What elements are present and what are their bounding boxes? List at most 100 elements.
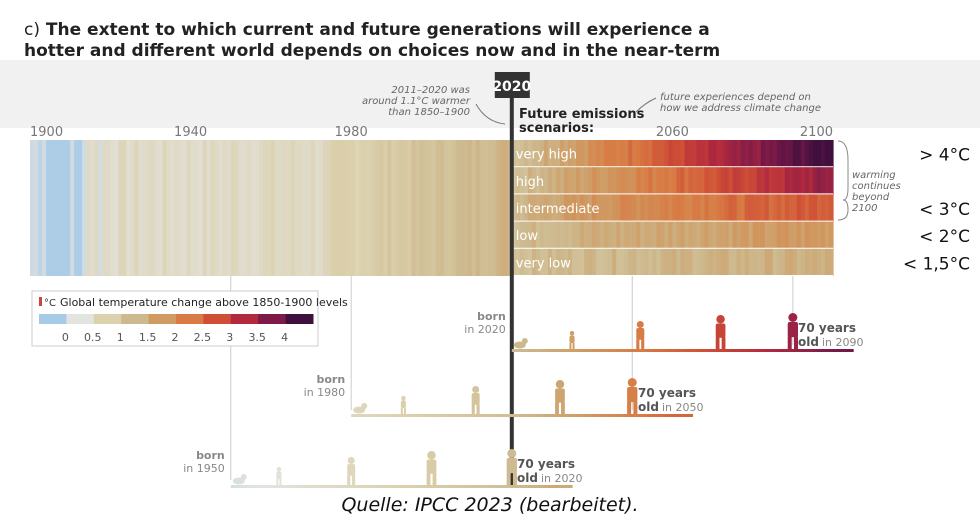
legend-title: Global temperature change above 1850-190… bbox=[60, 296, 348, 309]
year-stripe bbox=[419, 140, 425, 276]
past-note-arrow bbox=[475, 103, 506, 125]
year-stripe bbox=[720, 140, 726, 168]
year-stripe bbox=[584, 221, 589, 249]
year-stripe bbox=[816, 194, 822, 222]
year-stripe bbox=[780, 221, 786, 249]
year-stripe bbox=[519, 167, 525, 195]
timeline-segment bbox=[824, 349, 830, 352]
year-stripe bbox=[664, 167, 669, 195]
year-stripe bbox=[262, 140, 268, 276]
legend-swatch bbox=[176, 314, 204, 324]
old-year: in 2050 bbox=[662, 401, 704, 414]
timeline-segment bbox=[756, 349, 762, 352]
year-stripe bbox=[146, 140, 152, 276]
future-header-line: Future emissions bbox=[519, 107, 645, 122]
year-stripe bbox=[491, 140, 497, 276]
year-stripe bbox=[772, 167, 778, 195]
timeline-segment bbox=[837, 349, 842, 352]
year-stripe bbox=[94, 140, 99, 276]
year-stripe bbox=[186, 140, 192, 276]
year-stripe bbox=[363, 140, 368, 276]
person-head bbox=[276, 467, 282, 472]
year-stripe bbox=[784, 248, 790, 276]
year-stripe bbox=[768, 194, 774, 222]
year-stripe bbox=[588, 248, 593, 276]
year-stripe bbox=[700, 248, 706, 276]
year-stripe bbox=[768, 140, 774, 168]
timeline-segment bbox=[644, 414, 649, 417]
timeline-segment bbox=[624, 349, 629, 352]
person-torso bbox=[636, 328, 645, 340]
year-stripe bbox=[323, 140, 328, 276]
timeline-segment bbox=[640, 349, 645, 352]
year-stripe bbox=[816, 248, 822, 276]
timeline-segment bbox=[511, 414, 517, 417]
year-stripe bbox=[788, 167, 794, 195]
year-stripe bbox=[351, 140, 356, 276]
legend-unit: °C bbox=[44, 298, 56, 309]
timeline-segment bbox=[632, 414, 637, 417]
year-stripe bbox=[812, 140, 818, 168]
year-stripe bbox=[800, 248, 806, 276]
year-stripe bbox=[166, 140, 172, 276]
timeline-segment bbox=[391, 485, 396, 488]
x-tick-label: 2100 bbox=[800, 125, 833, 140]
year-stripe bbox=[784, 140, 790, 168]
year-stripe bbox=[644, 194, 649, 222]
year-stripe bbox=[792, 167, 798, 195]
year-stripe bbox=[576, 248, 581, 276]
year-stripe bbox=[519, 194, 525, 222]
year-stripe bbox=[551, 221, 557, 249]
timeline-segment bbox=[539, 485, 545, 488]
year-stripe bbox=[708, 140, 714, 168]
timeline-segment bbox=[608, 349, 613, 352]
timeline-segment bbox=[431, 414, 437, 417]
year-stripe bbox=[708, 221, 714, 249]
year-stripe bbox=[407, 140, 413, 276]
scenario-outcome: < 3°C bbox=[919, 200, 970, 220]
year-stripe bbox=[644, 221, 649, 249]
timeline-segment bbox=[387, 414, 392, 417]
year-stripe bbox=[660, 194, 665, 222]
past-note-line: around 1.1°C warmer bbox=[362, 96, 471, 107]
person-head bbox=[569, 331, 575, 336]
timeline-segment bbox=[262, 485, 268, 488]
future-note-line: future experiences depend on bbox=[660, 92, 811, 103]
person-head bbox=[627, 378, 637, 387]
year-stripe bbox=[828, 194, 834, 222]
person-figure bbox=[715, 315, 726, 349]
year-stripe bbox=[194, 140, 200, 276]
year-stripe bbox=[580, 221, 585, 249]
timeline-segment bbox=[764, 349, 770, 352]
year-stripe bbox=[664, 194, 669, 222]
year-stripe bbox=[399, 140, 404, 276]
year-stripe bbox=[555, 221, 561, 249]
year-stripe bbox=[684, 221, 690, 249]
year-stripe bbox=[728, 167, 734, 195]
year-stripe bbox=[327, 140, 332, 276]
timeline-segment bbox=[568, 349, 573, 352]
year-stripe bbox=[158, 140, 164, 276]
person-leg bbox=[569, 342, 572, 349]
year-stripe bbox=[584, 194, 589, 222]
timeline-segment bbox=[507, 485, 513, 488]
year-stripe bbox=[632, 140, 637, 168]
timeline-segment bbox=[471, 414, 477, 417]
legend-tick: 4 bbox=[281, 331, 288, 344]
year-stripe bbox=[604, 167, 609, 195]
year-stripe bbox=[728, 140, 734, 168]
timeline-segment bbox=[628, 349, 633, 352]
timeline-segment bbox=[728, 349, 734, 352]
year-stripe bbox=[808, 140, 814, 168]
timeline-segment bbox=[676, 349, 682, 352]
timeline-segment bbox=[431, 485, 437, 488]
year-stripe bbox=[752, 167, 758, 195]
timeline-segment bbox=[527, 485, 533, 488]
year-stripe bbox=[752, 221, 758, 249]
timeline-segment bbox=[724, 349, 730, 352]
year-stripe bbox=[732, 140, 738, 168]
year-stripe bbox=[387, 140, 392, 276]
timeline-segment bbox=[652, 414, 657, 417]
